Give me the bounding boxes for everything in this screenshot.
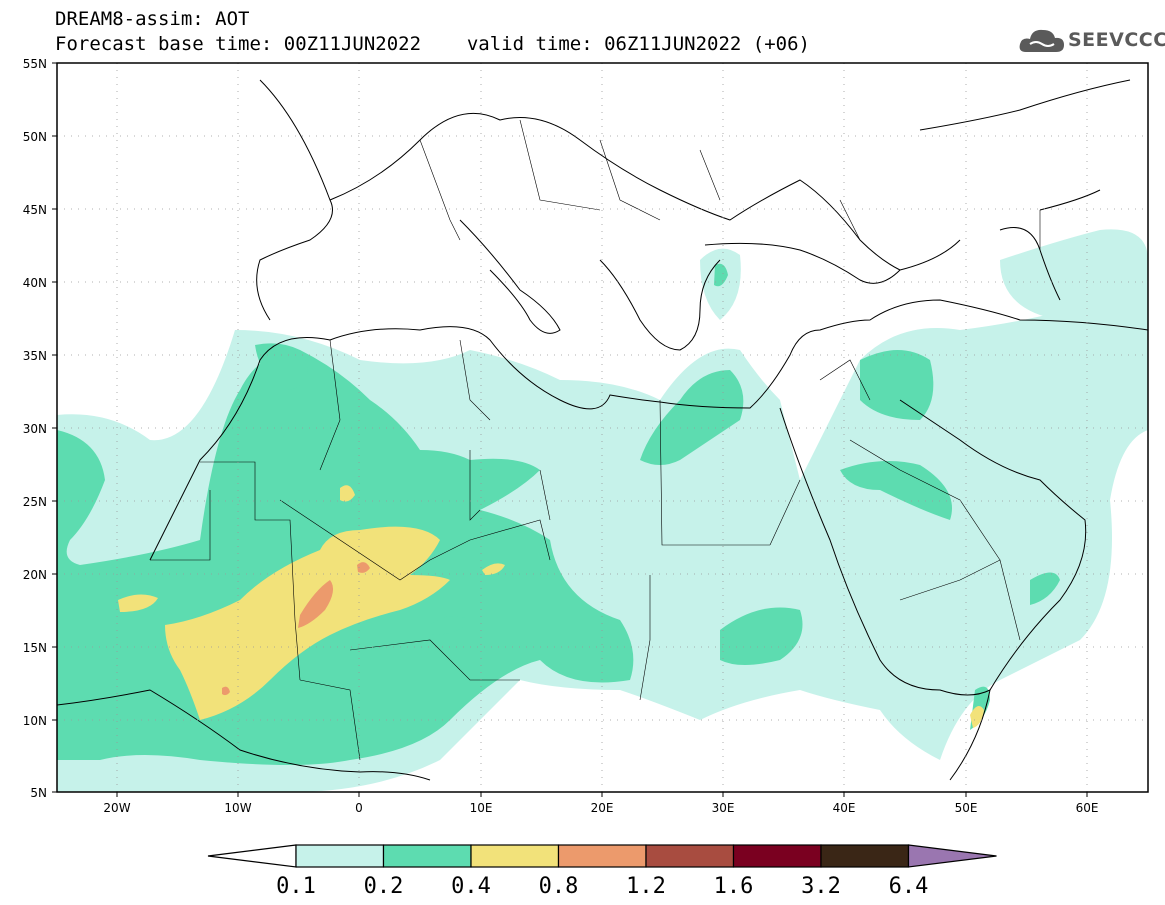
colorbar-label: 0.1 [276, 874, 316, 899]
lon-label: 50E [955, 801, 978, 815]
colorbar-swatch [732, 844, 822, 868]
lat-label: 30N [23, 422, 47, 436]
tick-marks [52, 62, 1088, 797]
logo-text: SEEVCCC [1068, 29, 1165, 51]
lon-label: 40E [833, 801, 856, 815]
colorbar-label: 6.4 [889, 874, 929, 899]
lon-label: 60E [1076, 801, 1099, 815]
lat-label: 20N [23, 568, 47, 582]
lon-label: 30E [712, 801, 735, 815]
lon-label: 20E [591, 801, 614, 815]
cloud-icon [1019, 29, 1064, 52]
colorbar-high-arrow [907, 844, 997, 868]
lat-label: 10N [23, 714, 47, 728]
aot-field [57, 229, 1148, 792]
lon-label: 20W [103, 801, 130, 815]
colorbar-label: 0.2 [364, 874, 404, 899]
colorbar-low-arrow [207, 844, 297, 868]
aot-level-0.8 [222, 562, 370, 696]
colorbar-label: 3.2 [801, 874, 841, 899]
valid-time: valid time: 06Z11JUN2022 (+06) [466, 33, 810, 55]
borders [150, 119, 1041, 761]
lat-label: 5N [30, 786, 47, 800]
map-time-line: Forecast base time: 00Z11JUN2022 valid t… [55, 34, 810, 54]
graticule [57, 63, 1148, 792]
lat-label: 50N [23, 130, 47, 144]
lon-label: 10W [224, 801, 251, 815]
seevccc-logo: SEEVCCC [1018, 24, 1165, 58]
lat-label: 35N [23, 349, 47, 363]
lat-labels: 55N 50N 45N 40N 35N 30N 25N 20N 15N 10N … [23, 57, 47, 800]
colorbar-label: 0.8 [539, 874, 579, 899]
lon-label: 0 [355, 801, 363, 815]
lon-labels: 20W 10W 0 10E 20E 30E 40E 50E 60E [103, 801, 1098, 815]
colorbar-swatch [382, 844, 472, 868]
colorbar-swatch [557, 844, 647, 868]
colorbar-swatch [470, 844, 560, 868]
map-title: DREAM8-assim: AOT [55, 8, 250, 30]
lat-label: 25N [23, 495, 47, 509]
colorbar-label: 1.6 [714, 874, 754, 899]
colorbar-swatch [645, 844, 735, 868]
coastlines [57, 79, 1148, 781]
lon-label: 10E [470, 801, 493, 815]
lat-label: 45N [23, 203, 47, 217]
colorbar-label: 0.4 [451, 874, 491, 899]
lat-label: 15N [23, 641, 47, 655]
lat-label: 40N [23, 276, 47, 290]
colorbar: 0.1 0.2 0.4 0.8 1.2 1.6 3.2 6.4 [207, 844, 997, 899]
colorbar-swatch [820, 844, 910, 868]
lat-label: 55N [23, 57, 47, 71]
colorbar-swatch [295, 844, 385, 868]
forecast-base-time: Forecast base time: 00Z11JUN2022 [55, 33, 422, 55]
colorbar-label: 1.2 [626, 874, 666, 899]
